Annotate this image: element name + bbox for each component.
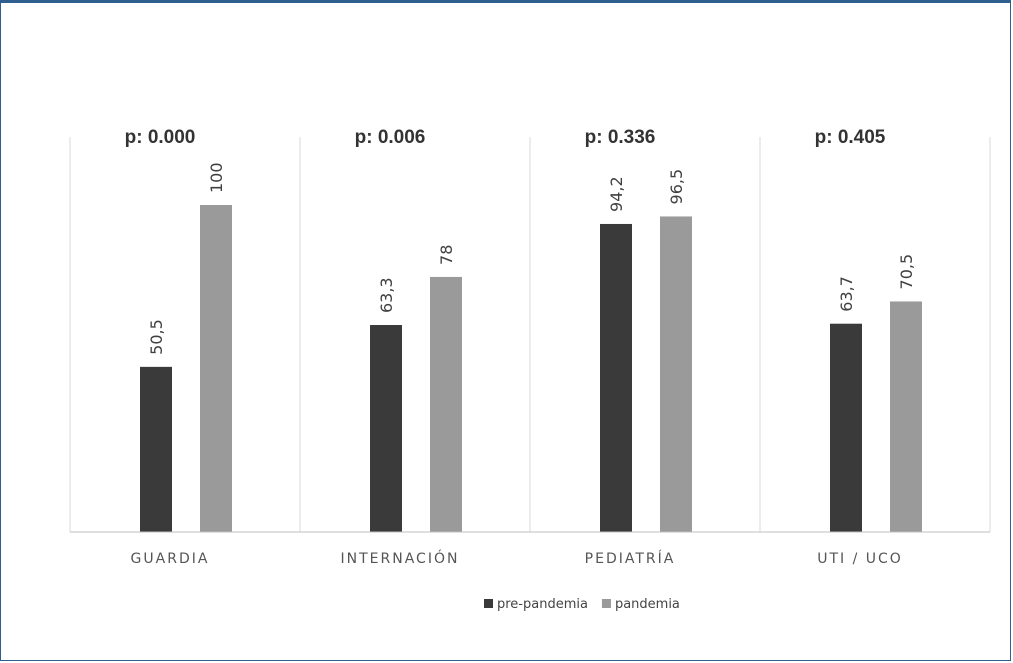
bar-pandemia [890, 301, 922, 532]
p-value-annotation: p: 0.000 [125, 127, 196, 148]
p-value-annotation: p: 0.006 [355, 127, 426, 148]
bar-pandemia [200, 205, 232, 532]
bar-value-label: 63,7 [837, 276, 856, 312]
bar-value-label: 78 [437, 245, 456, 265]
bar-value-label: 100 [207, 162, 226, 193]
bars-group [140, 205, 922, 532]
category-tick-label: PEDIATRÍA [585, 550, 676, 567]
bar-value-label: 70,5 [897, 254, 916, 290]
value-labels-group: 50,5 100 63,3 78 94,2 96,5 63,7 70,5 [147, 162, 916, 354]
bar-value-label: 96,5 [667, 169, 686, 205]
bar-pre-pandemia [600, 223, 632, 532]
bar-pre-pandemia [830, 323, 862, 532]
p-value-annotations: p: 0.000 p: 0.006 p: 0.336 p: 0.405 [125, 127, 886, 148]
legend-swatch-pandemia [601, 599, 611, 608]
bar-value-label: 94,2 [607, 176, 626, 212]
bar-value-label: 50,5 [147, 319, 166, 355]
p-value-annotation: p: 0.405 [815, 127, 886, 148]
legend-swatch-pre-pandemia [484, 599, 493, 608]
legend: pre-pandemia pandemia [484, 597, 680, 612]
bar-pandemia [430, 276, 462, 532]
legend-label-pre-pandemia: pre-pandemia [497, 597, 588, 612]
bar-pandemia [660, 216, 692, 532]
category-labels-group: GUARDIA INTERNACIÓN PEDIATRÍA UTI / UCO [131, 549, 903, 567]
bar-pre-pandemia [140, 366, 172, 532]
category-tick-label: INTERNACIÓN [341, 549, 460, 567]
legend-label-pandemia: pandemia [615, 597, 680, 612]
bar-pre-pandemia [370, 325, 402, 532]
p-value-annotation: p: 0.336 [585, 127, 656, 148]
bar-value-label: 63,3 [377, 277, 396, 313]
category-tick-label: UTI / UCO [817, 551, 903, 567]
category-tick-label: GUARDIA [131, 551, 210, 567]
category-separators [69, 137, 991, 532]
